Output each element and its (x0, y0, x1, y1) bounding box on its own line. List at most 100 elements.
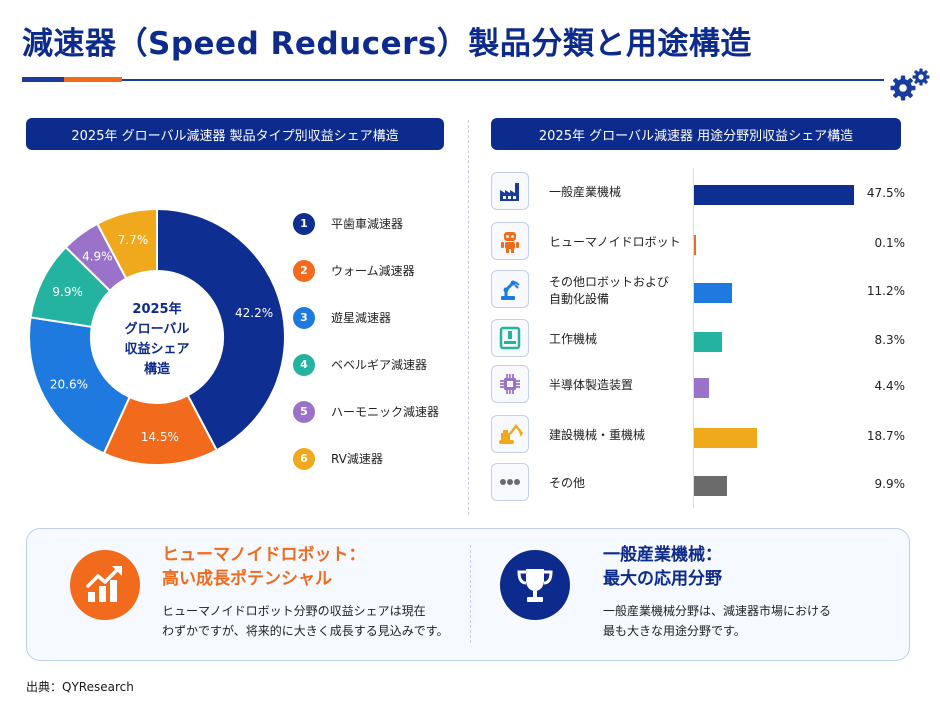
bar-axis-line (693, 168, 694, 508)
bar-category-label: 工作機械 (549, 332, 598, 346)
machine-tool-icon (491, 319, 529, 357)
bar-data-label: 4.4% (874, 379, 906, 393)
legend-item: 4 ベベルギア減速器 (293, 341, 463, 388)
bar-track (694, 332, 856, 352)
bar-row: 建設機械・重機械 18.7% (491, 415, 911, 455)
bar-track (694, 283, 856, 303)
bar-data-label: 18.7% (866, 429, 905, 443)
bar-category-label: 一般産業機械 (549, 185, 622, 199)
bar (694, 476, 728, 496)
bar (694, 185, 854, 205)
trophy-icon (500, 550, 570, 620)
industrial-highlight-text-line-1: 一般産業機械分野は、減速器市場における (603, 604, 832, 618)
bar (694, 428, 757, 448)
panel-divider (468, 120, 469, 515)
legend-item: 3 遊星減速器 (293, 294, 463, 341)
industrial-highlight-title-line-2: 最大の応用分野 (603, 569, 722, 589)
donut-data-label: 42.2% (235, 306, 273, 320)
title-accent-orange (64, 77, 122, 82)
bar-row: 工作機械 8.3% (491, 319, 911, 359)
gears-icon (890, 68, 930, 101)
bar-data-label: 0.1% (874, 236, 906, 250)
legend-number-badge: 5 (293, 400, 315, 423)
bar-data-label: 9.9% (874, 477, 906, 491)
bar-track (694, 235, 856, 255)
bar (694, 283, 732, 303)
donut-center-label: 2025年 (132, 301, 181, 317)
donut-slice (28, 316, 131, 455)
donut-slice (156, 207, 286, 452)
legend-number-badge: 3 (293, 306, 315, 329)
legend-label: RV減速器 (331, 452, 383, 466)
donut-data-label: 7.7% (118, 233, 149, 247)
donut-slice (95, 207, 158, 280)
bar-row: ヒューマノイドロボット 0.1% (491, 222, 911, 262)
factory-icon (491, 172, 529, 210)
donut-center-label: 収益シェア (124, 341, 189, 357)
humanoid-highlight-title-line-2: 高い成長ポテンシャル (162, 569, 332, 589)
bar-data-label: 11.2% (866, 284, 905, 298)
legend-number-badge: 4 (293, 353, 315, 376)
bar-category-label: その他 (549, 476, 586, 490)
humanoid-highlight-title: ヒューマノイドロボット： 高い成長ポテンシャル (162, 543, 366, 591)
bar-row: その他ロボットおよび 自動化設備 11.2% (491, 270, 911, 310)
legend-number-badge: 6 (293, 447, 315, 470)
bar-category-label: ヒューマノイドロボット (549, 235, 681, 249)
industrial-highlight-title: 一般産業機械： 最大の応用分野 (603, 543, 722, 591)
bar (694, 378, 709, 398)
donut-data-label: 20.6% (50, 377, 88, 391)
highlights-divider (470, 545, 471, 643)
bar-row: 一般産業機械 47.5% (491, 172, 911, 212)
chip-icon (491, 365, 529, 403)
bar (694, 235, 696, 255)
legend-label: ベベルギア減速器 (331, 358, 428, 372)
title-accent-blue (22, 77, 64, 82)
robot-arm-icon (491, 270, 529, 308)
legend-number-badge: 1 (293, 212, 315, 235)
humanoid-highlight-text-line-1: ヒューマノイドロボット分野の収益シェアは現在 (162, 604, 426, 618)
source-note: 出典：QYResearch (26, 680, 134, 694)
product-type-donut-chart: 42.2% 14.5% 20.6% 9.9% 4.9% 7.7% 2025年グローバル収益… (28, 207, 286, 466)
legend-item: 2 ウォーム減速器 (293, 247, 463, 294)
bar-data-label: 47.5% (866, 186, 905, 200)
application-panel-title: 2025年 グローバル減速器 用途分野別収益シェア構造 (491, 118, 901, 150)
product-type-panel-title: 2025年 グローバル減速器 製品タイプ別収益シェア構造 (26, 118, 444, 150)
bar-track (694, 185, 856, 205)
bar-category-label: その他ロボットおよび 自動化設備 (549, 275, 670, 306)
bar-category-label: 建設機械・重機械 (549, 428, 646, 442)
legend-label: 平歯車減速器 (331, 217, 404, 231)
bar-track (694, 476, 856, 496)
industrial-highlight-title-line-1: 一般産業機械： (603, 545, 722, 565)
donut-data-label: 14.5% (141, 430, 179, 444)
donut-center-label: グローバル (125, 321, 190, 337)
bar-category-label: 半導体製造装置 (549, 378, 634, 392)
legend-item: 5 ハーモニック減速器 (293, 388, 463, 435)
industrial-highlight-text-line-2: 最も大きな用途分野です。 (603, 624, 746, 638)
legend-label: ハーモニック減速器 (331, 405, 440, 419)
donut-center-label: 構造 (144, 361, 171, 377)
bar-data-label: 8.3% (874, 333, 906, 347)
legend-label: 遊星減速器 (331, 311, 392, 325)
excavator-icon (491, 415, 529, 453)
bar-track (694, 378, 856, 398)
legend-item: 1 平歯車減速器 (293, 200, 463, 247)
legend-item: 6 RV減速器 (293, 435, 463, 482)
donut-data-label: 4.9% (82, 250, 113, 264)
bar (694, 332, 722, 352)
highlights-box (26, 528, 910, 661)
humanoid-highlight-text-line-2: わずかですが、将来的に大きく成長する見込みです。 (162, 624, 449, 638)
bar-row: 半導体製造装置 4.4% (491, 365, 911, 405)
more-dots-icon (491, 463, 529, 501)
donut-data-label: 9.9% (52, 285, 83, 299)
bar-row: その他 9.9% (491, 463, 911, 503)
growth-chart-icon (70, 550, 140, 620)
industrial-highlight-text: 一般産業機械分野は、減速器市場における 最も大きな用途分野です。 (603, 601, 831, 641)
legend-number-badge: 2 (293, 259, 315, 282)
donut-legend: 1 平歯車減速器 2 ウォーム減速器 3 遊星減速器 4 ベベルギア減速器 5 ハーモニック減速器… (293, 200, 463, 482)
title-underline (122, 79, 884, 81)
legend-label: ウォーム減速器 (331, 264, 415, 278)
humanoid-highlight-title-line-1: ヒューマノイドロボット： (162, 545, 366, 565)
page-title: 減速器（Speed Reducers）製品分類と用途構造 (22, 26, 752, 62)
bar-track (694, 428, 856, 448)
robot-icon (491, 222, 529, 260)
